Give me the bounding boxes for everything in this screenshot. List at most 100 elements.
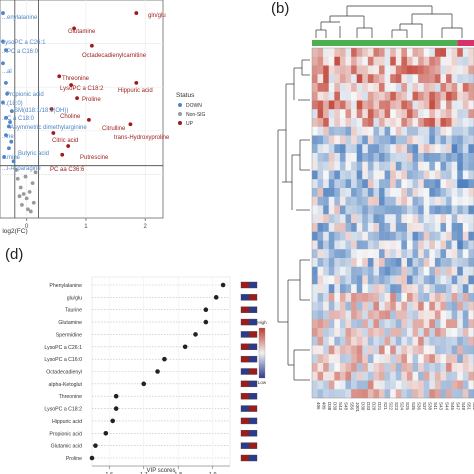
heatmap-cell xyxy=(334,170,341,180)
heatmap-cell xyxy=(390,223,396,232)
heatmap-cell xyxy=(356,109,363,119)
heatmap-cell xyxy=(440,56,447,66)
heatmap-cell xyxy=(434,188,441,197)
heatmap-cell xyxy=(457,240,464,250)
heatmap-cell xyxy=(451,249,458,259)
heatmap-cell xyxy=(339,275,346,285)
heatmap-cell xyxy=(390,363,396,372)
heatmap-cell xyxy=(373,310,380,320)
vip-point xyxy=(89,455,95,461)
heatmap-cell xyxy=(312,170,318,180)
heatmap-cell xyxy=(323,380,329,390)
heatmap-cell xyxy=(457,301,464,311)
heatmap-cell xyxy=(356,301,363,311)
heatmap-cell xyxy=(362,371,369,381)
heatmap-cell xyxy=(468,266,474,276)
heatmap-cell xyxy=(468,161,474,171)
heatmap-cell xyxy=(468,144,474,154)
heatmap-cell xyxy=(351,205,357,215)
heatmap-cell xyxy=(390,109,396,119)
heatmap-cell xyxy=(429,328,436,337)
heatmap-cell xyxy=(406,284,413,294)
heatmap-cell xyxy=(379,144,385,154)
heatmap-cell xyxy=(379,48,385,57)
heatmap-cell xyxy=(451,135,458,145)
vip-x-tick-label: 1.6 xyxy=(105,472,113,474)
heatmap-cell xyxy=(373,231,380,241)
heatmap-cell xyxy=(446,223,452,232)
heatmap-cell xyxy=(334,126,341,136)
vip-x-axis-label: VIP scores xyxy=(147,468,176,474)
heatmap-cell xyxy=(446,56,452,66)
heatmap-cell xyxy=(356,100,363,110)
heatmap-column-label: D30 xyxy=(360,402,365,411)
heatmap-cell xyxy=(412,188,419,197)
heatmap-cell xyxy=(418,319,424,329)
heatmap-cell xyxy=(323,310,329,320)
heatmap-cell xyxy=(406,65,413,75)
heatmap-cell xyxy=(395,328,402,337)
heatmap-cell xyxy=(429,196,436,206)
heatmap-cell xyxy=(395,205,402,215)
heatmap-cell xyxy=(462,214,469,224)
heatmap-cell xyxy=(406,126,413,136)
heatmap-cell xyxy=(462,275,469,285)
heatmap-cell xyxy=(434,48,441,57)
heatmap-cell xyxy=(423,231,430,241)
heatmap-cell xyxy=(434,135,441,145)
heatmap-cell xyxy=(395,83,402,92)
heatmap-cell xyxy=(468,328,474,337)
vip-point xyxy=(113,393,119,399)
heatmap-cell xyxy=(395,293,402,302)
heatmap-cell xyxy=(351,266,357,276)
heatmap-cell xyxy=(395,249,402,259)
heatmap-cell xyxy=(379,328,385,337)
heatmap-cell xyxy=(373,284,380,294)
vip-category-label: glu/glu xyxy=(67,295,82,301)
heatmap-cell xyxy=(339,56,346,66)
heatmap-cell xyxy=(446,284,452,294)
heatmap-cell xyxy=(406,258,413,267)
heatmap-cell xyxy=(451,100,458,110)
heatmap-cell xyxy=(429,371,436,381)
heatmap-cell xyxy=(339,310,346,320)
heatmap-cell xyxy=(434,214,441,224)
heatmap-cell xyxy=(434,170,441,180)
heatmap-cell xyxy=(401,389,408,399)
heatmap-cell xyxy=(317,336,324,346)
heatmap-cell xyxy=(440,266,447,276)
heatmap-cell xyxy=(457,214,464,224)
heatmap-cell xyxy=(367,48,374,57)
heatmap-cell xyxy=(339,363,346,372)
heatmap-cell xyxy=(440,48,447,57)
heatmap-cell xyxy=(339,91,346,101)
heatmap-cell xyxy=(468,354,474,364)
heatmap-cell xyxy=(356,223,363,232)
heatmap-cell xyxy=(351,389,357,399)
heatmap-cell xyxy=(390,336,396,346)
heatmap-cell xyxy=(451,56,458,66)
heatmap-column-label: D38 xyxy=(327,402,332,411)
heatmap-cell xyxy=(339,328,346,337)
vip-x-axis: 1.6 1.7 1.8 1.9 VIP scores xyxy=(92,465,230,474)
heatmap-cell xyxy=(429,65,436,75)
heatmap-cell xyxy=(451,345,458,355)
heatmap-cell xyxy=(317,74,324,84)
vip-category-label: Hippuric acid xyxy=(52,419,82,425)
heatmap-cell xyxy=(457,48,464,57)
heatmap-cell xyxy=(434,65,441,75)
heatmap-cell xyxy=(451,266,458,276)
volcano-up-label: trans-Hydroxyproline xyxy=(114,135,170,141)
heatmap-group-a xyxy=(312,40,458,46)
heatmap-cell xyxy=(418,258,424,267)
heatmap-cell xyxy=(468,336,474,346)
heatmap-cell xyxy=(362,310,369,320)
heatmap-cell xyxy=(423,205,430,215)
heatmap-cell xyxy=(328,214,335,224)
heatmap-cell xyxy=(406,363,413,372)
heatmap-cell xyxy=(379,293,385,302)
heatmap-cell xyxy=(384,153,391,162)
heatmap-cell xyxy=(317,188,324,197)
heatmap-cell xyxy=(356,161,363,171)
heatmap-cell xyxy=(362,161,369,171)
